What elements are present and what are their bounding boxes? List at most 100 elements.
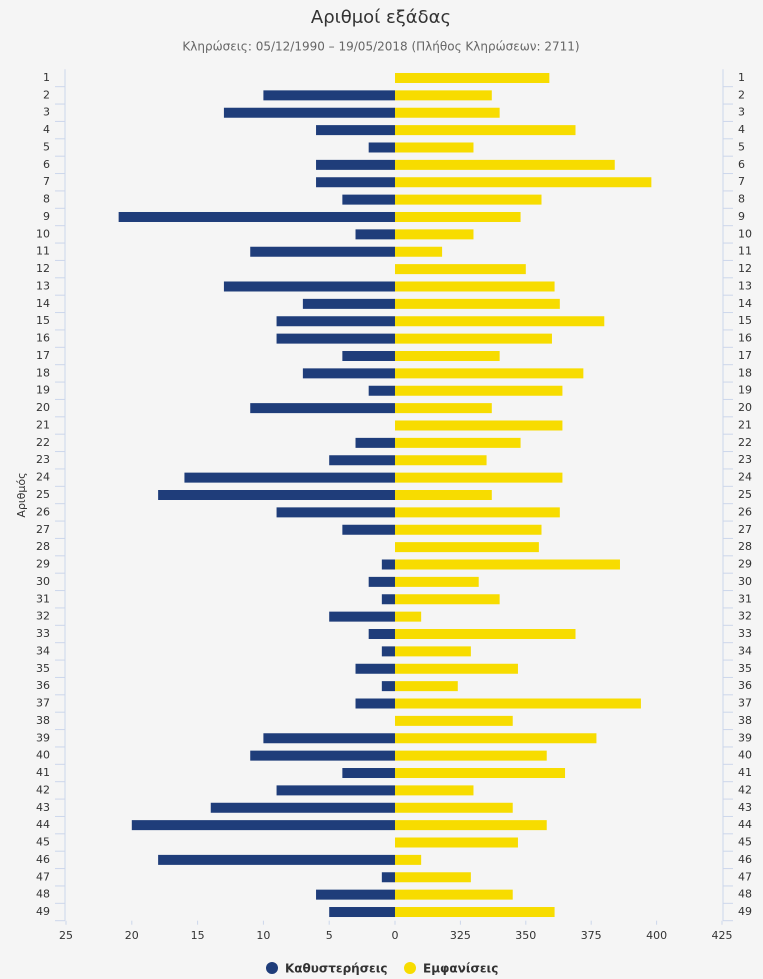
x2-tick-label: 375 — [581, 929, 602, 942]
bar — [355, 663, 395, 674]
bar — [342, 350, 395, 361]
chart-title: Αριθμοί εξάδας — [311, 7, 451, 28]
bar — [395, 316, 605, 327]
x-tick-label: 20 — [125, 929, 139, 942]
y-tick-label: 7 — [738, 175, 745, 188]
y-tick-label: 41 — [738, 766, 752, 779]
y-tick-label: 26 — [738, 505, 752, 518]
bar — [316, 177, 395, 188]
bar — [329, 907, 395, 918]
bar — [250, 750, 395, 761]
bar — [263, 90, 395, 101]
bar — [381, 594, 395, 605]
bar — [118, 211, 395, 222]
bar — [355, 229, 395, 240]
bar — [395, 768, 566, 779]
bar — [276, 333, 395, 344]
bar — [395, 403, 492, 414]
y-tick-label: 1 — [738, 71, 745, 84]
bar — [276, 785, 395, 796]
y-tick-label: 12 — [738, 262, 752, 275]
bar — [395, 524, 542, 535]
bar — [395, 229, 474, 240]
bar — [250, 403, 395, 414]
bar — [395, 594, 500, 605]
bar — [395, 837, 518, 848]
y-tick-label: 47 — [738, 870, 752, 883]
bar — [395, 750, 547, 761]
bar — [395, 246, 443, 257]
y-tick-label: 16 — [738, 332, 752, 345]
y-tick-label: 46 — [738, 853, 752, 866]
y-tick-label: 49 — [36, 905, 50, 918]
bar — [395, 107, 500, 118]
bar — [302, 368, 395, 379]
bar — [395, 507, 560, 518]
bar — [395, 125, 576, 136]
y-tick-label: 45 — [738, 836, 752, 849]
y-tick-label: 13 — [36, 279, 50, 292]
bar — [355, 698, 395, 709]
y-tick-label: 21 — [738, 418, 752, 431]
bar — [395, 907, 555, 918]
y-tick-label: 17 — [36, 349, 50, 362]
y-axis-label: Αριθμός — [15, 472, 28, 517]
legend-label: Εμφανίσεις — [423, 962, 498, 976]
bar — [395, 820, 547, 831]
y-tick-label: 23 — [738, 453, 752, 466]
y-tick-label: 32 — [738, 610, 752, 623]
legend-marker — [266, 962, 278, 974]
bar — [263, 733, 395, 744]
bar — [355, 437, 395, 448]
y-tick-label: 20 — [738, 401, 752, 414]
bar — [342, 768, 395, 779]
y-tick-label: 11 — [36, 245, 50, 258]
bar — [342, 524, 395, 535]
y-tick-label: 23 — [36, 453, 50, 466]
bar — [158, 490, 395, 500]
y-tick-label: 4 — [738, 123, 745, 136]
y-tick-label: 19 — [36, 384, 50, 397]
bar — [302, 298, 395, 309]
y-tick-label: 47 — [36, 870, 50, 883]
y-tick-label: 8 — [738, 193, 745, 206]
x-tick-label: 15 — [191, 929, 205, 942]
y-tick-label: 39 — [738, 731, 752, 744]
bar — [223, 281, 395, 292]
bar — [395, 298, 560, 309]
y-tick-label: 38 — [36, 714, 50, 727]
x-tick-label: 10 — [256, 929, 270, 942]
x2-tick-label: 400 — [646, 929, 667, 942]
y-tick-label: 37 — [36, 697, 50, 710]
bar — [395, 455, 487, 466]
bar — [276, 316, 395, 327]
y-tick-label: 12 — [36, 262, 50, 275]
y-tick-label: 9 — [738, 210, 745, 223]
y-tick-label: 36 — [738, 679, 752, 692]
y-tick-label: 43 — [738, 801, 752, 814]
y-tick-label: 1 — [43, 71, 50, 84]
bar — [395, 437, 521, 448]
x-tick-label: 25 — [59, 929, 73, 942]
bar — [395, 472, 563, 483]
y-tick-label: 3 — [738, 106, 745, 119]
y-tick-label: 40 — [36, 749, 50, 762]
bar — [342, 194, 395, 205]
y-tick-label: 24 — [738, 471, 752, 484]
y-tick-label: 16 — [36, 332, 50, 345]
bar — [395, 785, 474, 796]
bar — [395, 333, 552, 344]
bar — [184, 472, 395, 483]
y-tick-label: 21 — [36, 418, 50, 431]
y-tick-label: 6 — [43, 158, 50, 171]
y-tick-label: 3 — [43, 106, 50, 119]
bar — [395, 854, 422, 865]
bar — [381, 646, 395, 657]
bar — [276, 507, 395, 518]
y-tick-label: 35 — [36, 662, 50, 675]
y-tick-label: 11 — [738, 245, 752, 258]
y-tick-label: 28 — [738, 540, 752, 553]
bar — [395, 559, 620, 570]
y-tick-label: 42 — [36, 783, 50, 796]
